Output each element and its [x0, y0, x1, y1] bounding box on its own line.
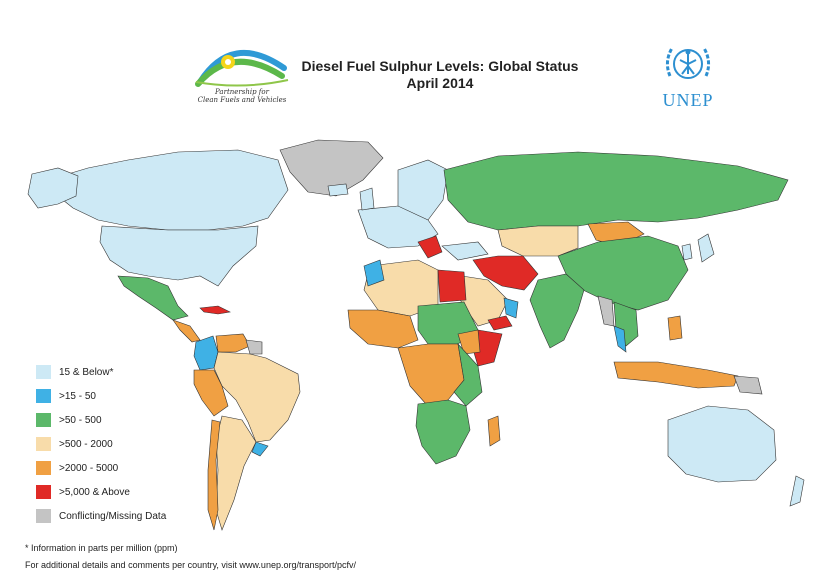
unep-emblem-icon [665, 47, 711, 79]
region-guianas [245, 339, 263, 355]
legend-label: 15 & Below* [59, 366, 114, 378]
region-central-asia [497, 225, 579, 257]
unep-logo: UNEP [652, 40, 732, 112]
map-title-block: Diesel Fuel Sulphur Levels: Global Statu… [240, 58, 640, 91]
legend-item: Conflicting/Missing Data [36, 504, 246, 528]
region-myanmar [597, 295, 615, 327]
region-egypt [437, 269, 467, 303]
region-thailand [613, 325, 627, 353]
legend-item: 15 & Below* [36, 360, 246, 384]
region-korea [681, 243, 693, 261]
unep-wordmark: UNEP [662, 90, 714, 110]
region-central-africa [397, 343, 465, 405]
pcfv-caption-line2: Clean Fuels and Vehicles [197, 96, 287, 104]
region-west-africa [347, 309, 419, 349]
region-uruguay [251, 441, 269, 457]
legend-item: >2000 - 5000 [36, 456, 246, 480]
pcfv-rainbow-icon [195, 50, 289, 87]
region-japan [697, 233, 715, 263]
region-central-america [172, 319, 201, 343]
region-philippines [667, 315, 683, 341]
legend-label: >50 - 500 [59, 414, 102, 426]
region-morocco [363, 259, 385, 287]
region-usa [99, 225, 259, 287]
footnote-ppm: * Information in parts per million (ppm) [25, 543, 178, 553]
footnote-details: For additional details and comments per … [25, 560, 356, 570]
region-chile [207, 419, 221, 531]
pcfv-logo: Partnership for Clean Fuels and Vehicles [192, 38, 292, 108]
region-middle-east-red [472, 255, 539, 291]
region-venezuela [215, 333, 251, 353]
legend-item: >500 - 2000 [36, 432, 246, 456]
region-yemen [487, 315, 513, 331]
region-new-zealand [789, 475, 805, 507]
region-mexico [117, 275, 189, 321]
legend-item: >15 - 50 [36, 384, 246, 408]
legend-swatch [36, 509, 51, 523]
region-indonesia [613, 361, 739, 389]
legend-swatch [36, 461, 51, 475]
legend-label: >500 - 2000 [59, 438, 113, 450]
region-ethiopia [457, 329, 481, 355]
legend-swatch [36, 365, 51, 379]
region-turkey [441, 241, 489, 261]
legend-swatch [36, 413, 51, 427]
legend-swatch [36, 485, 51, 499]
world-map [27, 139, 805, 531]
region-oman [503, 297, 519, 319]
region-balkans [417, 235, 443, 259]
map-date: April 2014 [406, 75, 474, 91]
legend-item: >5,000 & Above [36, 480, 246, 504]
legend-swatch [36, 389, 51, 403]
pcfv-caption: Partnership for Clean Fuels and Vehicles [192, 88, 292, 104]
region-png [733, 375, 763, 395]
legend-label: Conflicting/Missing Data [59, 510, 167, 522]
pcfv-caption-line1: Partnership for [215, 88, 269, 96]
map-title: Diesel Fuel Sulphur Levels: Global Statu… [301, 58, 579, 74]
region-iceland [327, 183, 349, 197]
region-india [529, 273, 585, 349]
map-legend: 15 & Below* >15 - 50 >50 - 500 >500 - 2000 >… [36, 360, 246, 528]
region-madagascar [487, 415, 501, 447]
region-australia [667, 405, 777, 483]
region-southern-africa [415, 399, 471, 465]
legend-label: >5,000 & Above [59, 486, 130, 498]
legend-label: >2000 - 5000 [59, 462, 119, 474]
legend-label: >15 - 50 [59, 390, 96, 402]
region-argentina [215, 415, 257, 531]
legend-swatch [36, 437, 51, 451]
region-canada [47, 149, 289, 231]
region-alaska [27, 167, 79, 209]
region-uk [359, 187, 375, 211]
region-peru [193, 369, 229, 417]
region-caribbean [199, 305, 231, 315]
region-greenland [279, 139, 384, 197]
region-russia [443, 151, 789, 231]
legend-item: >50 - 500 [36, 408, 246, 432]
